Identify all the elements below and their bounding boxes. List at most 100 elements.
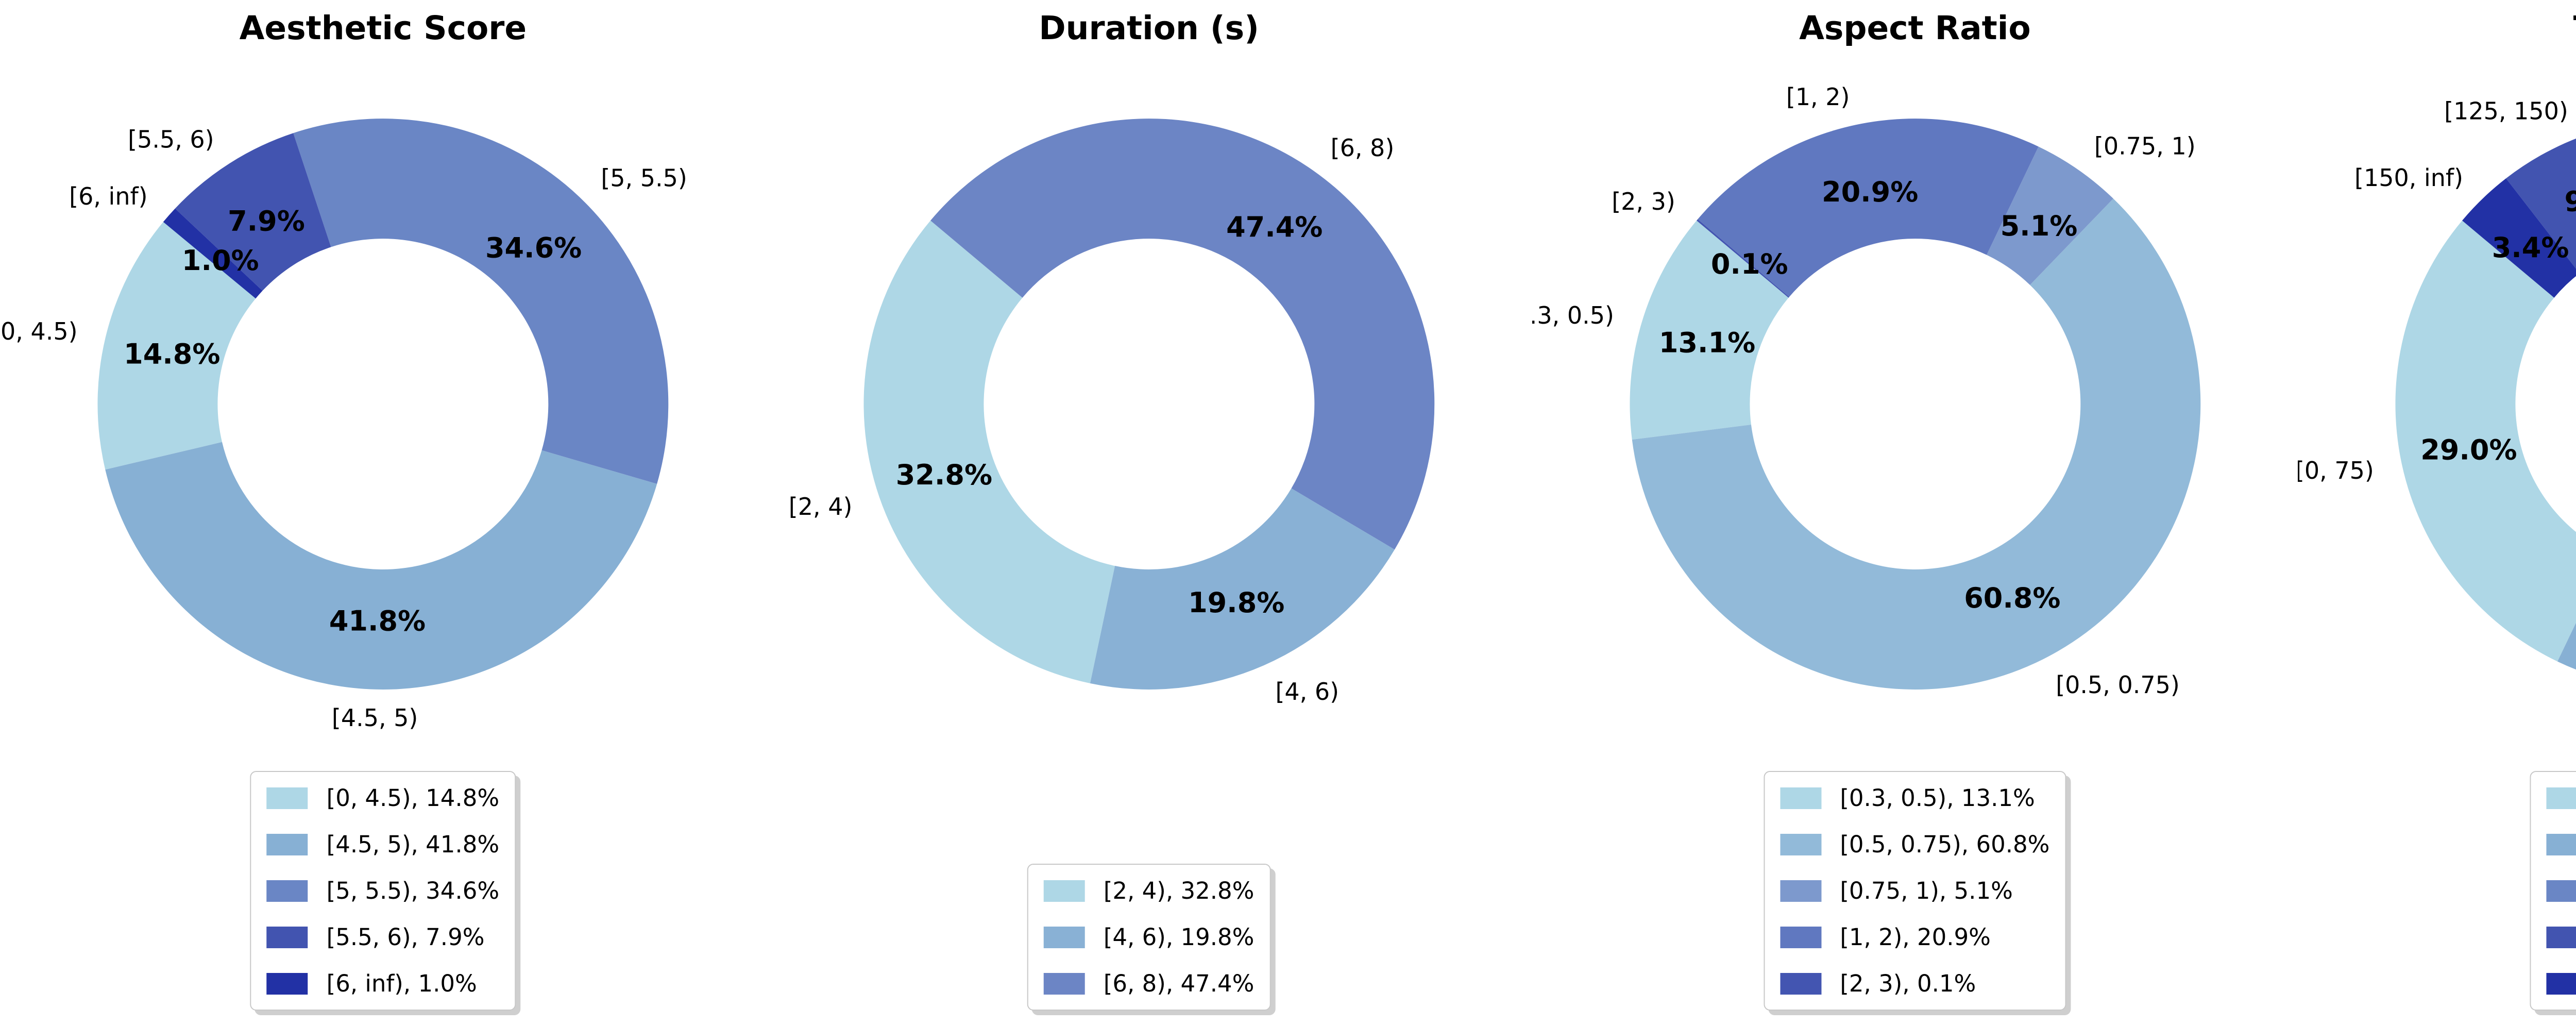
slice-category-label: [4.5, 5): [332, 704, 418, 732]
slice-pct-label: 20.9%: [1822, 176, 1918, 208]
donut-chart: 29.0%[0, 75)37.0%[75, 100)21.3%[100, 125…: [2298, 97, 2576, 670]
pie-slice: [163, 208, 263, 299]
slice-pct-label: 47.4%: [1226, 211, 1323, 243]
pie-slice: [1090, 488, 1395, 690]
chart-title: Aspect Ratio: [1799, 9, 2031, 47]
slice-pct-label: 19.8%: [1188, 586, 1284, 619]
slice-pct-label: 41.8%: [329, 604, 426, 637]
slice-pct-label: 1.0%: [182, 244, 259, 277]
pie-slice: [930, 119, 1435, 550]
legend-item: [4, 6), 19.8%: [1043, 923, 1255, 951]
legend-label: [5, 5.5), 34.6%: [326, 877, 500, 904]
pie-slice: [1696, 219, 1789, 298]
legend-swatch: [1780, 926, 1822, 948]
slice-category-label: [0.3, 0.5): [1532, 301, 1614, 329]
slice-pct-label: 14.8%: [124, 338, 220, 370]
legend-label: [4.5, 5), 41.8%: [326, 831, 500, 858]
legend-item: [0.3, 0.5), 13.1%: [1780, 786, 2049, 810]
pie-slice: [105, 442, 657, 690]
pie-slice: [2557, 623, 2576, 670]
slice-category-label: [6, 8): [1330, 134, 1394, 162]
slice-category-label: [4, 6): [1275, 678, 1339, 705]
legend: [0, 4.5), 14.8% [4.5, 5), 41.8% [5, 5.5), …: [250, 771, 516, 1011]
legend-swatch: [266, 833, 308, 855]
slice-pct-label: 60.8%: [1964, 582, 2060, 614]
legend-swatch: [1780, 972, 1822, 995]
legend: [2, 4), 32.8% [4, 6), 19.8% [6, 8), 47.4%: [1027, 864, 1271, 1011]
legend-label: [4, 6), 19.8%: [1103, 923, 1255, 951]
legend-item: [1, 2), 20.9%: [1780, 926, 2049, 949]
slice-category-label: [5, 5.5): [601, 164, 687, 192]
legend-label: [2, 4), 32.8%: [1103, 877, 1255, 904]
donut-chart: 32.8% [2, 4) 19.8% [4, 6) 47.4% [6, 8): [789, 119, 1435, 705]
legend-swatch: [1780, 833, 1822, 855]
legend-swatch: [266, 972, 308, 995]
legend-swatch: [266, 880, 308, 902]
legend-label: [5.5, 6), 7.9%: [326, 923, 485, 951]
legend-swatch: [2546, 972, 2576, 995]
pie-slice: [2395, 220, 2576, 662]
chart-title: Text Length: [2298, 9, 2576, 47]
legend-item: [2, 3), 0.1%: [1780, 972, 2049, 995]
pie-slice: [2506, 138, 2576, 269]
legend-label: [0.75, 1), 5.1%: [1840, 877, 2013, 904]
slice-category-label: [2, 3): [1612, 188, 1675, 215]
legend-item: [6, inf), 1.0%: [266, 970, 499, 997]
slice-pct-label: 5.1%: [2000, 210, 2077, 242]
slice-category-label: [6, inf): [69, 182, 147, 210]
legend-item: [125, 150), 9.3%: [2546, 926, 2576, 949]
slice-category-label: [0, 4.5): [0, 317, 78, 345]
chart-title: Duration (s): [1039, 9, 1259, 47]
legend-item: [150, inf), 3.4%: [2546, 972, 2576, 995]
legend-swatch: [1043, 926, 1085, 948]
slice-category-label: [0.75, 1): [2094, 132, 2195, 160]
legend-item: [4.5, 5), 41.8%: [266, 831, 500, 858]
slice-pct-label: 3.4%: [2492, 231, 2569, 264]
legend-swatch: [2546, 833, 2576, 855]
legend-label: [6, inf), 1.0%: [326, 970, 477, 997]
donut-chart: 14.8% [0, 4.5) 41.8% [4.5, 5) 34.6% [5, 5.5) 7…: [0, 119, 687, 732]
legend-item: [2, 4), 32.8%: [1043, 877, 1255, 904]
pie-slice: [175, 133, 331, 291]
pie-slice: [1697, 119, 2039, 297]
legend-swatch: [266, 926, 308, 948]
legend-label: [1, 2), 20.9%: [1840, 923, 1991, 951]
legend-label: [0, 4.5), 14.8%: [326, 784, 500, 812]
slice-pct-label: 13.1%: [1658, 327, 1755, 359]
slice-category-label: [125, 150): [2444, 97, 2568, 125]
legend-item: [5, 5.5), 34.6%: [266, 877, 500, 904]
pie-slice: [97, 220, 257, 470]
legend-label: [0.5, 0.75), 60.8%: [1840, 831, 2050, 858]
pie-slice: [1632, 198, 2200, 690]
legend-item: [0.75, 1), 5.1%: [1780, 879, 2049, 902]
legend-swatch: [1780, 787, 1822, 809]
legend-label: [6, 8), 47.4%: [1103, 970, 1255, 997]
slice-pct-label: 0.1%: [1710, 248, 1788, 280]
legend-swatch: [266, 787, 308, 809]
chart-duration: Duration (s) 32.8% [2, 4) 19.8% [4, 6) 47.4%…: [766, 0, 1532, 1025]
slice-category-label: [1, 2): [1786, 83, 1850, 111]
slice-pct-label: 29.0%: [2421, 433, 2517, 466]
slice-category-label: [5.5, 6): [128, 125, 214, 153]
legend-item: [0, 4.5), 14.8%: [266, 784, 500, 812]
pie-slice: [1629, 220, 1789, 440]
slice-category-label: [0.5, 0.75): [2056, 671, 2180, 699]
chart-aspect-ratio: Aspect Ratio 13.1% [0.3, 0.5) 60.8% [0.5, 0…: [1532, 0, 2298, 1025]
pie-slice: [1986, 146, 2113, 285]
pie-slice: [293, 119, 669, 484]
legend-swatch: [1780, 880, 1822, 902]
chart-aesthetic-score: Aesthetic Score 14.8% [0, 4.5) 41.8% [4.5, …: [0, 0, 766, 1025]
slice-category-label: [2, 4): [789, 493, 853, 520]
slice-pct-label: 9.3%: [2565, 186, 2576, 218]
legend-label: [0.3, 0.5), 13.1%: [1840, 784, 2035, 812]
chart-title: Aesthetic Score: [239, 9, 527, 47]
chart-text-length: Text Length 29.0%[0, 75)37.0%[75, 100)21…: [2298, 0, 2576, 1025]
legend-swatch: [1043, 972, 1085, 995]
slice-category-label: [150, inf): [2354, 164, 2463, 192]
legend: [0.3, 0.5), 13.1% [0.5, 0.75), 60.8% [0.75…: [1764, 771, 2066, 1011]
slice-pct-label: 7.9%: [228, 205, 305, 238]
legend: [0, 75), 29.0% [75, 100), 37.0% [100, 125)…: [2530, 771, 2576, 1011]
legend-swatch: [2546, 787, 2576, 809]
slice-category-label: [0, 75): [2298, 457, 2374, 484]
